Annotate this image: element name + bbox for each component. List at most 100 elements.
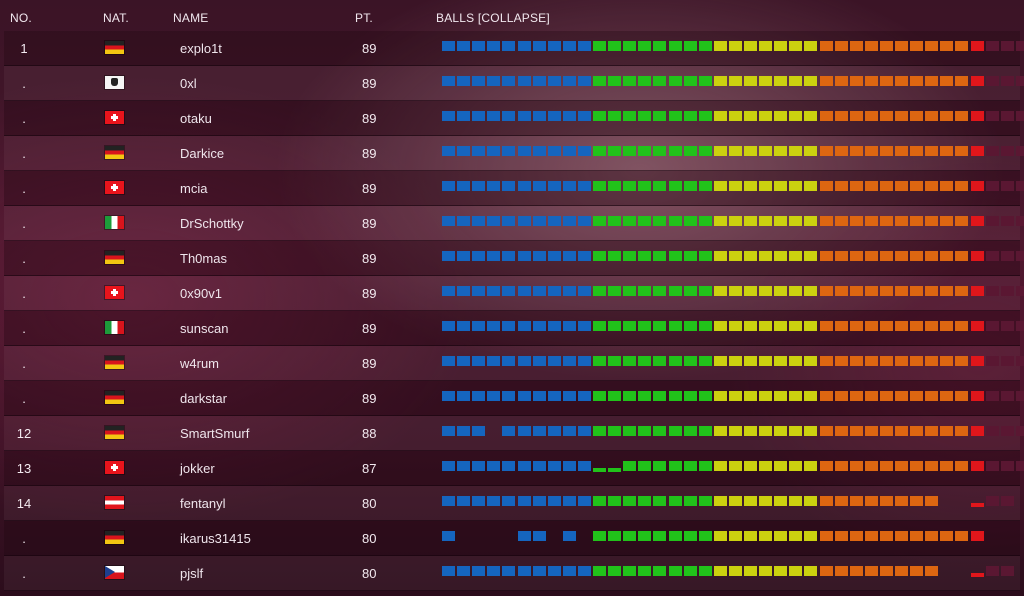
player-name[interactable]: sunscan	[180, 321, 229, 336]
ball-marker	[713, 76, 727, 86]
ball-marker	[683, 146, 697, 156]
ball-marker	[834, 356, 848, 366]
table-row[interactable]: . mcia 89	[4, 171, 1024, 206]
table-row[interactable]: . otaku 89	[4, 101, 1024, 136]
player-name[interactable]: Darkice	[180, 146, 225, 161]
ball-marker	[577, 321, 591, 331]
player-name[interactable]: DrSchottky	[180, 216, 244, 231]
ball-marker	[562, 461, 576, 471]
ball-marker	[638, 496, 652, 506]
table-row[interactable]: 1 explo1t 89	[4, 31, 1024, 66]
ball-marker	[713, 251, 727, 261]
ball-marker	[623, 321, 637, 331]
ball-marker	[864, 216, 878, 226]
ball-marker	[638, 566, 652, 576]
table-row[interactable]: . Th0mas 89	[4, 241, 1024, 276]
ball-marker	[577, 76, 591, 86]
ball-marker	[562, 216, 576, 226]
ball-marker	[547, 286, 561, 296]
player-name[interactable]: fentanyl	[180, 496, 226, 511]
ball-marker	[638, 41, 652, 51]
player-name[interactable]: otaku	[180, 111, 212, 126]
flag-de-icon	[105, 41, 124, 54]
table-row[interactable]: . sunscan 89	[4, 311, 1024, 346]
table-row[interactable]: . ikarus31415 80	[4, 521, 1020, 556]
ball-marker	[728, 41, 742, 51]
ball-marker	[834, 286, 848, 296]
player-name[interactable]: Th0mas	[180, 251, 227, 266]
player-name[interactable]: darkstar	[180, 391, 227, 406]
ball-marker	[849, 286, 863, 296]
ball-marker	[457, 461, 471, 471]
ball-marker	[910, 426, 924, 436]
ball-marker	[608, 496, 622, 506]
ball-marker	[759, 356, 773, 366]
table-row[interactable]: 12 SmartSmurf 88	[4, 416, 1024, 451]
flag-ch-icon	[105, 286, 124, 299]
table-row[interactable]: 13 jokker 87	[4, 451, 1024, 486]
points-cell: 89	[362, 286, 377, 301]
ball-marker	[623, 216, 637, 226]
ball-marker	[532, 216, 546, 226]
player-name[interactable]: ikarus31415	[180, 531, 251, 546]
table-row[interactable]: . 0x90v1 89	[4, 276, 1024, 311]
ball-marker	[804, 321, 818, 331]
ball-marker	[653, 251, 667, 261]
player-name[interactable]: 0xl	[180, 76, 197, 91]
ball-marker	[955, 321, 969, 331]
player-name[interactable]: explo1t	[180, 41, 222, 56]
ball-marker	[940, 531, 954, 541]
ball-marker	[668, 76, 682, 86]
ball-marker	[925, 146, 939, 156]
ball-marker	[940, 111, 954, 121]
ball-marker	[774, 321, 788, 331]
ball-marker	[608, 181, 622, 191]
ball-marker	[985, 111, 999, 121]
ball-marker	[593, 111, 606, 121]
player-name[interactable]: 0x90v1	[180, 286, 222, 301]
ball-marker	[593, 286, 606, 296]
table-row[interactable]: . darkstar 89	[4, 381, 1024, 416]
ball-marker	[864, 286, 878, 296]
ball-marker	[608, 216, 622, 226]
ball-marker	[1000, 251, 1014, 261]
table-row[interactable]: . Darkice 89	[4, 136, 1024, 171]
balls-collapse-toggle[interactable]: BALLS [COLLAPSE]	[436, 11, 550, 25]
table-row[interactable]: 14 fentanyl 80	[4, 486, 1020, 521]
table-row[interactable]: . 0xl 89	[4, 66, 1024, 101]
player-name[interactable]: mcia	[180, 181, 208, 196]
ball-marker	[683, 286, 697, 296]
player-name[interactable]: pjslf	[180, 566, 204, 581]
ball-marker	[623, 356, 637, 366]
player-name[interactable]: w4rum	[180, 356, 220, 371]
ball-marker	[638, 286, 652, 296]
ball-marker	[653, 356, 667, 366]
ball-marker	[744, 146, 757, 156]
ball-marker	[457, 146, 471, 156]
ball-marker	[442, 496, 455, 506]
ball-marker	[759, 111, 773, 121]
ball-marker	[547, 426, 561, 436]
ball-marker	[955, 216, 969, 226]
ball-marker	[1015, 251, 1024, 261]
table-row[interactable]: . DrSchottky 89	[4, 206, 1024, 241]
ball-marker	[517, 146, 531, 156]
player-name[interactable]: jokker	[180, 461, 215, 476]
table-row[interactable]: . pjslf 80	[4, 556, 1020, 591]
player-name[interactable]: SmartSmurf	[180, 426, 250, 441]
ball-marker	[593, 216, 606, 226]
ball-marker	[864, 251, 878, 261]
ball-marker	[910, 146, 924, 156]
ball-marker	[487, 461, 501, 471]
ball-marker	[744, 496, 757, 506]
ball-marker	[472, 391, 486, 401]
ball-marker	[502, 251, 516, 261]
ball-marker	[668, 461, 682, 471]
ball-marker	[759, 426, 773, 436]
ball-marker	[547, 496, 561, 506]
ball-marker	[789, 216, 803, 226]
table-row[interactable]: . w4rum 89	[4, 346, 1024, 381]
ball-marker	[759, 286, 773, 296]
ball-marker	[970, 181, 984, 191]
ball-marker	[1000, 181, 1014, 191]
